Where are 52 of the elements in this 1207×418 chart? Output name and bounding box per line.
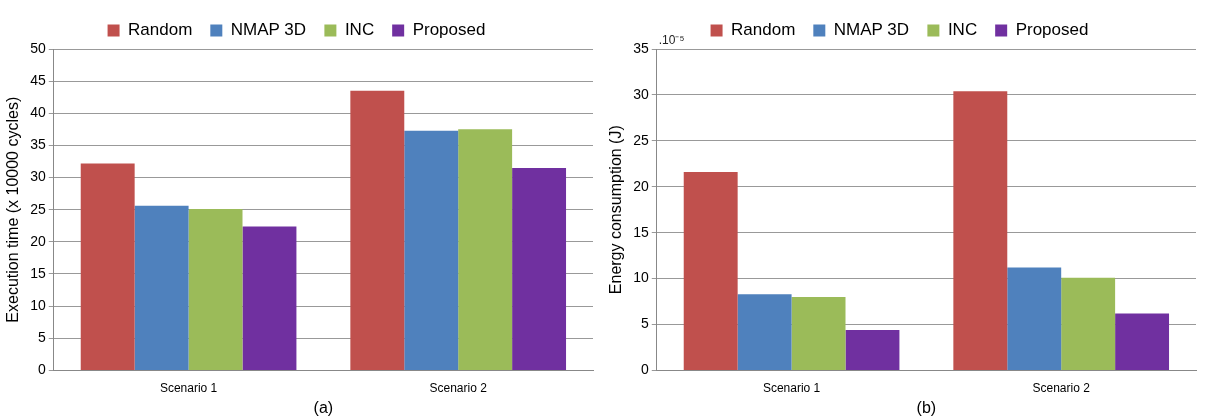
y-tick-label: 5 [37, 329, 46, 346]
y-tick-label: 25 [633, 131, 649, 148]
y-tick-label: 10 [30, 296, 46, 313]
x-tick-label: Scenario 1 [159, 380, 218, 395]
y-tick-label: 40 [30, 104, 46, 121]
text: .10⁻⁵ [658, 33, 685, 48]
y-tick-label: 15 [633, 223, 649, 240]
y-tick-label: 0 [640, 361, 649, 378]
y-tick-label: 30 [30, 168, 46, 185]
x-tick-label: Scenario 1 [762, 380, 821, 395]
legend-label: Random [128, 20, 193, 40]
bar [188, 209, 243, 370]
y-tick-label: 50 [30, 39, 46, 56]
bar [512, 167, 567, 370]
bar [242, 226, 297, 370]
bar [791, 296, 846, 370]
legend-label: NMAP 3D [230, 20, 307, 40]
legend-label: Random [731, 20, 796, 40]
y-tick-label: 20 [30, 232, 46, 249]
y-tick-label: 30 [633, 85, 649, 102]
legend-label: Proposed [412, 20, 486, 40]
x-tick-label: Scenario 2 [1032, 380, 1091, 395]
y-tick-label: 25 [30, 200, 46, 217]
bar [1007, 267, 1062, 370]
legend-label: INC [344, 20, 375, 40]
bar [404, 130, 459, 370]
bar [953, 91, 1008, 370]
legend-label: NMAP 3D [833, 20, 910, 40]
y-axis-title: Energy consumption (J) [607, 125, 625, 295]
y-tick-label: 45 [30, 72, 46, 88]
bar [134, 205, 189, 370]
x-tick-label: Scenario 2 [429, 380, 488, 395]
bar [683, 172, 738, 370]
x-axis-title: (a) [313, 398, 334, 416]
bar [458, 129, 513, 370]
bar [1061, 277, 1116, 370]
y-tick-label: 15 [30, 264, 46, 281]
legend-label: Proposed [1015, 20, 1089, 40]
y-axis-title: Execution time (x 10000 cycles) [4, 96, 22, 323]
y-tick-label: 35 [633, 39, 649, 56]
y-tick-label: 10 [633, 269, 649, 286]
bar [1115, 313, 1170, 370]
bar [80, 163, 135, 370]
y-tick-label: 20 [633, 177, 649, 194]
y-tick-label: 35 [30, 136, 46, 153]
bar [845, 330, 900, 370]
bar [350, 90, 405, 370]
y-tick-label: 5 [640, 315, 649, 332]
y-tick-label: 0 [37, 361, 46, 378]
x-axis-title: (b) [916, 398, 937, 416]
bar [737, 294, 792, 370]
legend-label: INC [947, 20, 978, 40]
